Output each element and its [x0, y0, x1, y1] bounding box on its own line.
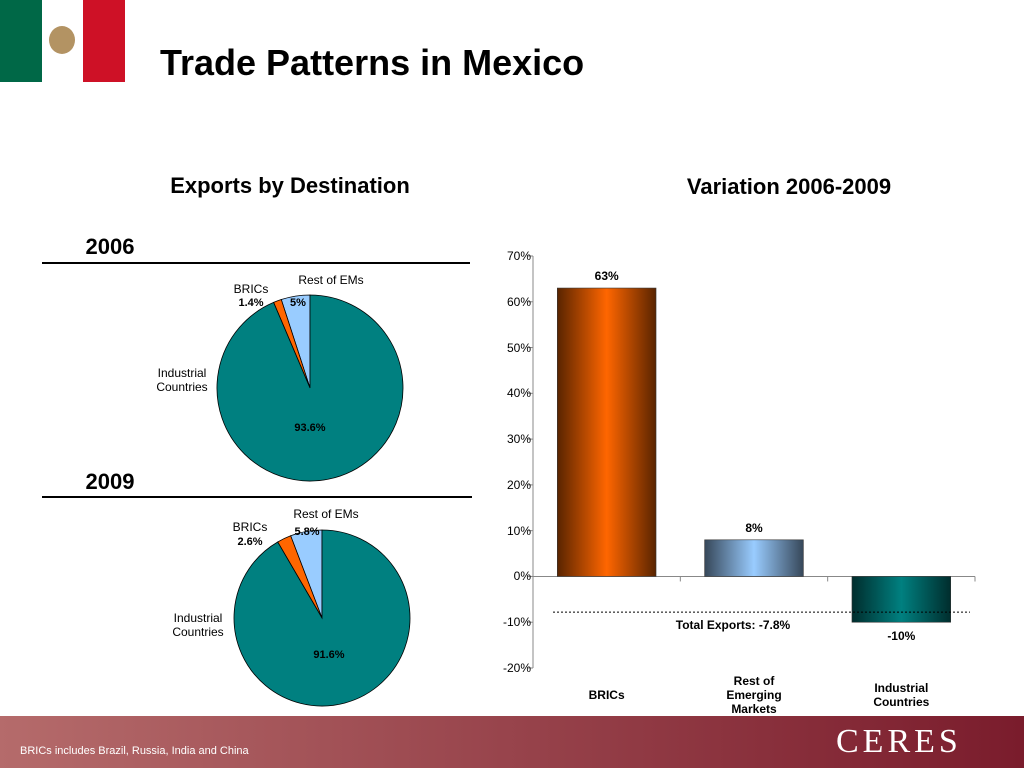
- data-label: -10%: [887, 629, 916, 644]
- bar: [851, 576, 951, 623]
- y-tick-label: 0%: [513, 569, 531, 584]
- y-tick-label: 60%: [506, 294, 531, 309]
- pie-slice: [233, 529, 411, 707]
- y-tick-label: 50%: [506, 340, 531, 355]
- data-label: 63%: [594, 269, 619, 284]
- slide-title: Trade Patterns in Mexico: [160, 42, 585, 83]
- slice-value: 93.6%: [294, 422, 326, 434]
- flag: [0, 0, 125, 82]
- x-tick-label: Rest of Emerging Markets: [726, 674, 782, 716]
- logo: CERES: [836, 723, 962, 760]
- slice-value: 1.4%: [238, 297, 264, 309]
- reference-label: Total Exports: -7.8%: [675, 618, 791, 633]
- slice-value: 5.8%: [294, 526, 320, 538]
- data-label: 8%: [745, 520, 763, 535]
- slice-label: Industrial Countries: [172, 611, 224, 639]
- bar: [704, 539, 804, 577]
- y-tick-label: -20%: [502, 661, 531, 675]
- y-tick-label: 10%: [506, 523, 531, 538]
- y-tick-label: 30%: [506, 432, 531, 447]
- x-tick-label: BRICs: [588, 688, 625, 702]
- slice-value: 2.6%: [237, 536, 263, 548]
- footer-bar: [0, 716, 1024, 768]
- chart-title: Variation 2006-2009: [686, 174, 892, 199]
- bar: [557, 287, 657, 577]
- slice-label: Rest of EMs: [293, 507, 359, 521]
- pie-slice: [216, 294, 404, 482]
- pie-title: 2006: [85, 234, 135, 259]
- y-tick-label: 20%: [506, 477, 531, 492]
- slice-label: BRICs: [232, 520, 268, 534]
- pie-title: 2009: [85, 469, 135, 494]
- slice-label: Industrial Countries: [156, 366, 208, 394]
- footnote: BRICs includes Brazil, Russia, India and…: [20, 745, 249, 757]
- slice-label: BRICs: [233, 282, 269, 296]
- y-tick-label: 40%: [506, 386, 531, 401]
- y-tick-label: 70%: [506, 249, 531, 263]
- slice-label: Rest of EMs: [298, 273, 364, 287]
- x-tick-label: Industrial Countries: [873, 681, 930, 709]
- slice-value: 5%: [290, 297, 306, 309]
- section-title: Exports by Destination: [170, 173, 410, 198]
- y-tick-label: -10%: [502, 615, 531, 630]
- slice-value: 91.6%: [313, 649, 345, 661]
